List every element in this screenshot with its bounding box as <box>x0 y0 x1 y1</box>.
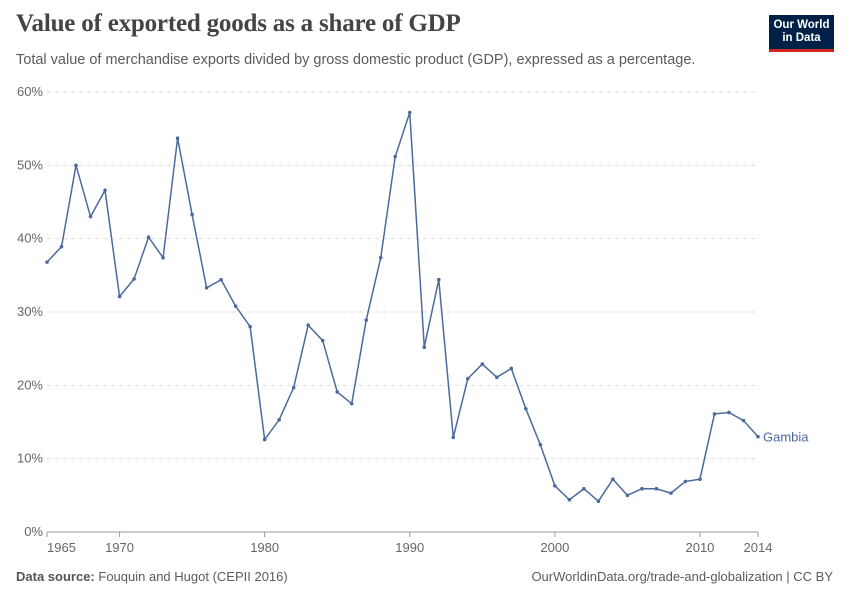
data-point <box>480 362 485 366</box>
x-tick-label: 2000 <box>540 540 569 555</box>
data-point <box>378 255 383 260</box>
x-tick-label: 1990 <box>395 540 424 555</box>
data-point <box>538 442 543 447</box>
logo-line-2: in Data <box>782 32 821 44</box>
data-point <box>640 486 644 491</box>
data-point <box>756 434 760 439</box>
data-point <box>132 277 136 281</box>
data-point <box>219 277 223 282</box>
data-point <box>698 477 702 482</box>
y-tick-label: 0% <box>24 524 43 539</box>
data-point <box>567 497 572 502</box>
y-tick-label: 10% <box>17 451 43 466</box>
data-point <box>117 294 122 299</box>
series-line-gambia <box>46 112 759 503</box>
data-point <box>320 338 325 343</box>
y-tick-label: 40% <box>17 231 43 246</box>
data-point <box>262 437 267 442</box>
data-point <box>175 136 180 140</box>
data-point <box>495 375 499 380</box>
data-point <box>451 435 456 440</box>
data-point <box>277 418 281 422</box>
owid-logo[interactable]: Our World in Data <box>769 15 834 52</box>
url-license[interactable]: OurWorldinData.org/trade-and-globalizati… <box>531 569 833 584</box>
x-tick-label: 1970 <box>105 540 134 555</box>
data-point <box>45 260 49 264</box>
data-point <box>407 110 412 115</box>
data-point <box>364 318 369 322</box>
y-tick-label: 60% <box>17 84 43 99</box>
data-point <box>146 235 151 239</box>
series-label: Gambia <box>763 430 809 445</box>
chart-subtitle: Total value of merchandise exports divid… <box>16 52 696 68</box>
data-point <box>465 376 470 381</box>
data-point <box>103 188 107 193</box>
data-point <box>727 410 731 415</box>
data-source-label: Data source: <box>16 569 95 584</box>
data-point <box>436 277 441 282</box>
data-point <box>393 154 398 159</box>
data-point <box>349 401 354 406</box>
data-point <box>335 390 340 394</box>
data-point <box>74 163 78 168</box>
data-point <box>233 304 238 308</box>
y-tick-label: 20% <box>17 377 43 392</box>
data-point <box>291 385 296 390</box>
data-point <box>306 323 310 328</box>
logo-line-1: Our World <box>773 19 830 31</box>
x-tick-label: 2010 <box>685 540 714 555</box>
data-source: Data source: Fouquin and Hugot (CEPII 20… <box>16 569 288 584</box>
y-tick-label: 50% <box>17 157 43 172</box>
data-point <box>582 486 586 491</box>
data-point <box>683 479 688 484</box>
data-point <box>553 484 557 488</box>
data-point <box>611 477 615 482</box>
data-point <box>422 345 427 350</box>
data-point <box>524 407 528 411</box>
data-point <box>59 244 64 249</box>
chart-title: Value of exported goods as a share of GD… <box>16 10 461 37</box>
data-source-value[interactable]: Fouquin and Hugot (CEPII 2016) <box>98 569 288 584</box>
data-point <box>190 212 194 217</box>
data-point <box>596 499 601 504</box>
data-point <box>161 255 165 260</box>
data-point <box>248 324 252 329</box>
data-point <box>712 412 717 416</box>
x-tick-label: 1980 <box>250 540 279 555</box>
y-tick-label: 30% <box>17 304 43 319</box>
data-point <box>741 418 746 423</box>
x-tick-label: 2014 <box>744 540 773 555</box>
x-tick-label: 1965 <box>47 540 76 555</box>
data-point <box>654 486 659 491</box>
data-point <box>625 493 630 498</box>
data-point <box>509 366 514 371</box>
data-point <box>88 214 93 219</box>
data-point <box>669 491 673 495</box>
data-point <box>204 286 209 290</box>
